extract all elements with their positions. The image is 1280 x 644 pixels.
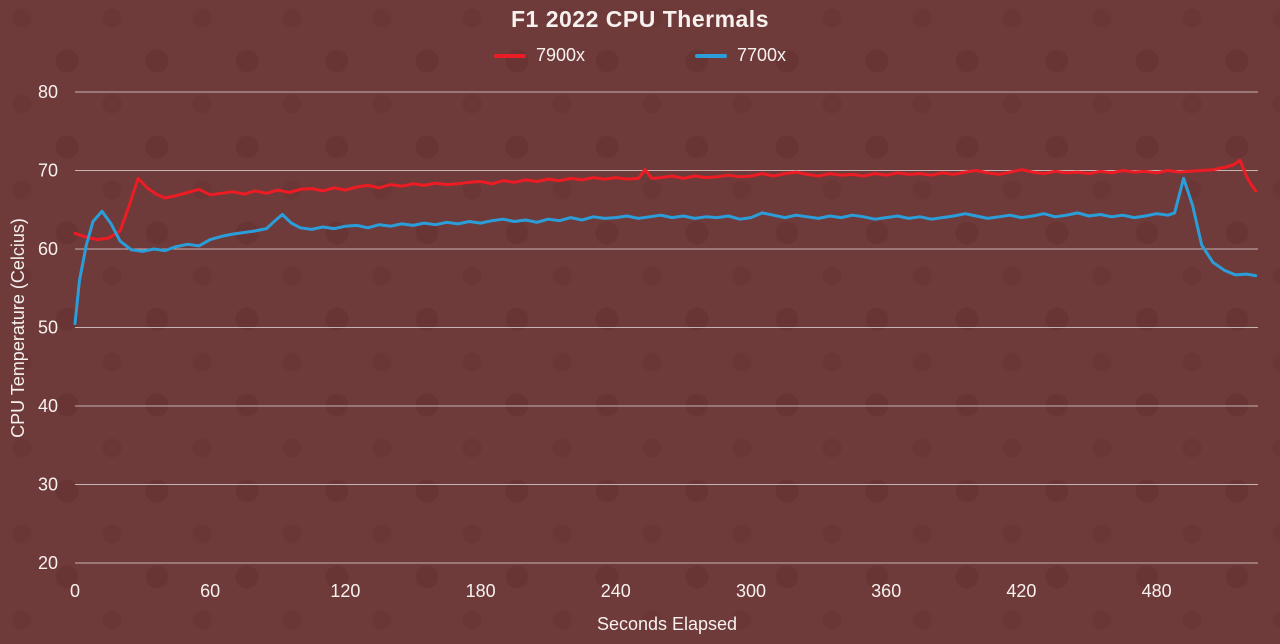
legend-label-7700x: 7700x xyxy=(737,45,787,65)
legend-label-7900x: 7900x xyxy=(535,45,585,65)
y-tick-label: 70 xyxy=(38,161,58,181)
x-tick-label: 60 xyxy=(200,581,220,601)
x-axis-title: Seconds Elapsed xyxy=(597,614,737,634)
legend-item-7700x: 7700x xyxy=(695,45,786,66)
x-tick-label: 480 xyxy=(1142,581,1172,601)
x-tick-label: 120 xyxy=(330,581,360,601)
series-line-7700x xyxy=(73,176,1258,326)
y-tick-label: 30 xyxy=(38,475,58,495)
x-tick-label: 240 xyxy=(601,581,631,601)
chart-legend: 7900x 7700x xyxy=(0,45,1280,66)
y-tick-label: 60 xyxy=(38,239,58,259)
x-tick-label: 0 xyxy=(70,581,80,601)
legend-item-7900x: 7900x xyxy=(493,45,585,66)
x-tick-label: 360 xyxy=(871,581,901,601)
x-tick-label: 180 xyxy=(466,581,496,601)
legend-swatch-7700x xyxy=(695,53,727,58)
chart-title: F1 2022 CPU Thermals xyxy=(510,6,769,32)
y-tick-label: 80 xyxy=(38,82,58,102)
y-tick-label: 40 xyxy=(38,396,58,416)
x-tick-label: 300 xyxy=(736,581,766,601)
legend-swatch-7900x xyxy=(493,53,526,58)
y-axis-title: CPU Temperature (Celcius) xyxy=(8,218,28,438)
series-line-7900x xyxy=(73,158,1258,242)
x-tick-label: 420 xyxy=(1006,581,1036,601)
y-tick-label: 50 xyxy=(38,318,58,338)
y-tick-label: 20 xyxy=(38,553,58,573)
